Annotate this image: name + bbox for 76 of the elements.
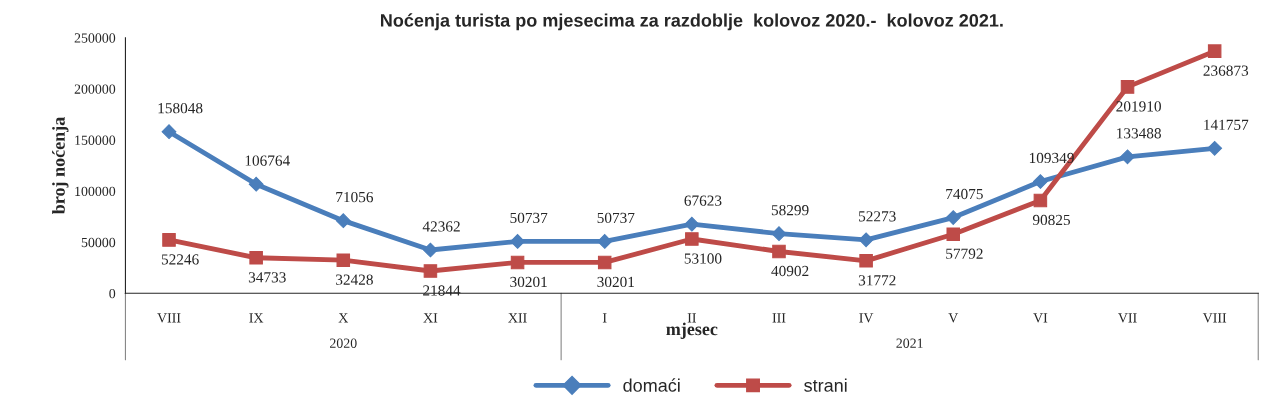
x-tick-label: XI: [423, 313, 438, 323]
y-tick-label: 250000: [74, 33, 116, 43]
y-tick-label: 50000: [81, 237, 116, 248]
x-tick-label: XII: [508, 313, 527, 323]
x-tick-label: V: [948, 313, 959, 323]
point: [510, 234, 525, 249]
point: [1033, 193, 1048, 208]
data-label: 52273: [859, 211, 896, 222]
data-label: 58299: [771, 204, 809, 216]
y-axis-title: broj noćenja: [52, 117, 69, 215]
x-tick-label: X: [338, 313, 349, 323]
data-label: 53100: [684, 253, 722, 264]
point: [1120, 149, 1135, 165]
data-label: 71056: [336, 191, 374, 203]
legend-label: strani: [804, 378, 847, 392]
point: [684, 216, 700, 232]
x-tick-label: VIII: [1202, 313, 1227, 323]
data-label: 34733: [248, 272, 286, 283]
chart-title: Noćenja turista po mjesecima za razdoblje kolovoz 2020.- kolovoz 2021.: [381, 13, 1003, 31]
text: 2020: [330, 338, 357, 348]
point: [859, 254, 873, 268]
data-label: 31772: [858, 275, 896, 286]
y-tick-label: 150000: [75, 135, 116, 145]
x-tick-label: VIII: [157, 313, 181, 323]
data-label: 236873: [1203, 65, 1249, 76]
point: [248, 176, 264, 192]
data-label: 141757: [1204, 119, 1249, 130]
text: 2021: [896, 338, 923, 348]
point: [162, 233, 176, 247]
x-tick-label: VI: [1033, 313, 1048, 323]
data-label: 106764: [245, 155, 290, 166]
data-label: 50737: [510, 212, 548, 224]
point: [510, 255, 525, 270]
point: [597, 234, 613, 249]
x-tick-label: II: [687, 313, 696, 323]
data-label: 158048: [158, 103, 203, 114]
data-label: 67623: [684, 195, 722, 206]
point: [1120, 80, 1135, 94]
point: [945, 210, 961, 225]
data-label: 133488: [1117, 128, 1161, 139]
data-label: 30201: [510, 276, 547, 288]
point: [336, 253, 351, 267]
legend-label: domaći: [623, 378, 680, 392]
point: [1207, 140, 1223, 156]
point: [771, 226, 787, 242]
y-tick-label: 0: [109, 288, 116, 299]
data-label: 90825: [1032, 214, 1071, 226]
point: [423, 242, 438, 258]
data-label: 32428: [336, 274, 373, 285]
data-label: 201910: [1116, 101, 1161, 112]
x-tick-label: IV: [859, 313, 874, 323]
point: [335, 213, 351, 229]
point: [1207, 44, 1222, 58]
x-axis-title: mjesec: [666, 322, 718, 339]
y-tick-label: 100000: [75, 186, 116, 197]
point: [249, 251, 263, 265]
data-label: 52246: [161, 254, 199, 265]
point: [423, 264, 438, 278]
data-label: 40902: [771, 265, 809, 277]
data-label: 57792: [946, 248, 983, 259]
point: [597, 255, 612, 270]
point: [161, 124, 177, 140]
point: [685, 232, 699, 246]
x-tick-label: III: [772, 313, 786, 323]
y-tick-label: 200000: [74, 84, 116, 94]
data-label: 50737: [597, 212, 635, 224]
point: [1033, 174, 1048, 189]
data-label: 74075: [946, 188, 983, 200]
data-label: 30201: [597, 276, 634, 288]
point: [946, 227, 961, 241]
data-label: 42362: [422, 221, 460, 232]
x-tick-label: IX: [249, 313, 264, 323]
point: [772, 244, 786, 259]
point: [858, 232, 874, 248]
x-tick-label: VII: [1118, 313, 1137, 323]
x-tick-label: I: [602, 313, 607, 323]
